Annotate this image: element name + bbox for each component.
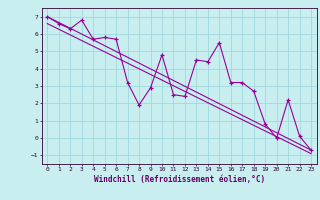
X-axis label: Windchill (Refroidissement éolien,°C): Windchill (Refroidissement éolien,°C) [94, 175, 265, 184]
